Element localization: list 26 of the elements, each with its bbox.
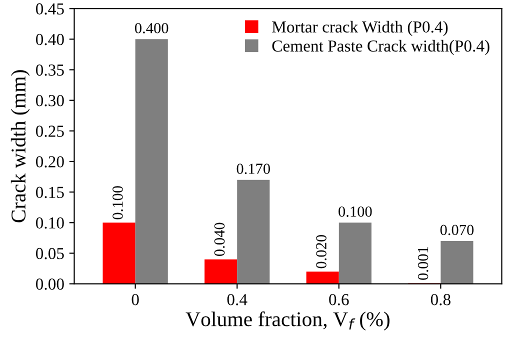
y-tick-label: 0.20 <box>36 156 64 168</box>
y-tick-label: 0.45 <box>36 3 64 15</box>
y-tick-label: 0.15 <box>36 186 64 198</box>
data-label: 0.100 <box>338 206 372 217</box>
y-tick-label: 0.25 <box>36 126 64 137</box>
y-tick-label: 0.05 <box>36 248 64 260</box>
y-tick-label: 0.00 <box>36 278 64 290</box>
data-label: 0.040 <box>214 222 225 256</box>
data-label: 0.100 <box>112 186 123 220</box>
data-label: 0.400 <box>134 22 168 34</box>
x-tick-label: 0 <box>132 294 139 306</box>
x-axis-title: Volume fraction, V$_{f}$ (%) <box>186 311 390 331</box>
data-label: 0.020 <box>316 235 326 268</box>
x-tick-label: 0.4 <box>227 294 248 306</box>
y-tick-label: 0.30 <box>36 95 64 106</box>
x-tick-label: 0.6 <box>329 294 349 306</box>
y-tick-label: 0.35 <box>36 64 64 76</box>
y-axis-title: Crack width (mm) <box>10 70 30 222</box>
legend-label: Mortar crack Width (P0.4) <box>272 20 448 36</box>
data-label: 0.001 <box>418 246 428 280</box>
legend-label: Cement Paste Crack width(P0.4) <box>272 40 490 56</box>
y-tick-label: 0.10 <box>36 217 64 229</box>
data-label: 0.170 <box>236 164 270 174</box>
y-tick-label: 0.40 <box>36 34 64 46</box>
x-tick-label: 0.8 <box>430 294 450 306</box>
data-label: 0.070 <box>440 224 474 236</box>
